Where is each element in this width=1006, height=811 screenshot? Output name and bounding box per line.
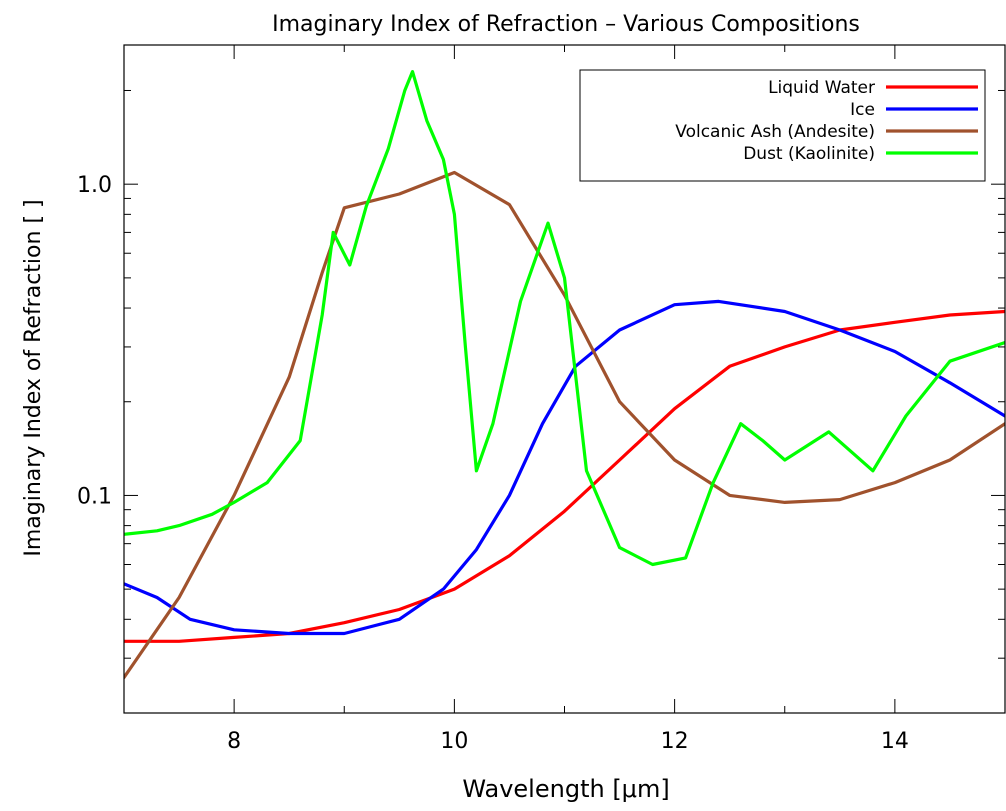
- legend-label: Volcanic Ash (Andesite): [675, 122, 875, 142]
- x-tick-label: 12: [661, 729, 689, 754]
- x-tick-label: 8: [227, 729, 241, 754]
- series-line-1: [124, 299, 1005, 636]
- x-tick-label: 14: [881, 729, 909, 754]
- legend-label: Liquid Water: [768, 78, 875, 98]
- plot-area: 8 10 12 14 0.1 1.0: [77, 44, 1006, 754]
- y-tick-label: 1.0: [77, 173, 112, 198]
- series-line-2: [124, 170, 1005, 680]
- x-tick-label: 10: [440, 729, 468, 754]
- series-line-0: [124, 309, 1005, 643]
- y-axis-label: Imaginary Index of Refraction [ ]: [21, 199, 46, 556]
- chart-title: Imaginary Index of Refraction – Various …: [272, 12, 860, 37]
- series-lines: [124, 70, 1005, 680]
- legend-label: Dust (Kaolinite): [743, 144, 875, 164]
- series-line-3: [124, 70, 1005, 567]
- x-axis-label: Wavelength [μm]: [462, 775, 669, 803]
- legend-label: Ice: [850, 100, 875, 120]
- y-tick-label: 0.1: [77, 484, 112, 509]
